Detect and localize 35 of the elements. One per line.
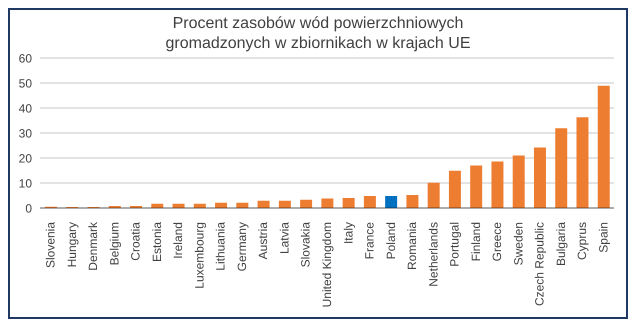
y-tick-label: 20	[18, 151, 32, 166]
x-tick-label: Czech Republic	[532, 222, 547, 306]
x-tick-label: France	[362, 222, 377, 260]
x-tick-label: Luxembourg	[192, 222, 206, 289]
chart-title: Procent zasobów wód powierzchniowych gromadzonych w zbiornikach w krajach UE	[164, 14, 472, 54]
x-tick-label: Estonia	[150, 222, 164, 262]
x-tick-label: Portugal	[448, 222, 462, 267]
x-tick-label: Germany	[234, 222, 249, 272]
y-tick-label: 0	[25, 201, 32, 216]
x-tick-label: Lithuania	[214, 222, 228, 271]
x-tick-label: Hungary	[64, 222, 79, 268]
x-tick-label: Denmark	[86, 221, 100, 271]
x-tick-label: Belgium	[107, 222, 122, 266]
x-tick-label: Spain	[596, 222, 610, 253]
x-tick-label: Slovenia	[44, 222, 58, 268]
y-tick-label: 40	[18, 101, 32, 116]
x-tick-label: Poland	[384, 222, 398, 260]
x-tick-label: Greece	[490, 222, 504, 262]
x-tick-label: Sweden	[511, 222, 526, 266]
x-tick-label: Finland	[468, 222, 483, 262]
y-tick-label: 10	[18, 176, 32, 190]
x-tick-label: Romania	[405, 222, 420, 270]
y-tick-label: 60	[18, 51, 32, 66]
x-tick-label: Cyprus	[575, 222, 590, 260]
x-tick-label: Austria	[256, 222, 270, 260]
x-tick-label: United Kingdom	[320, 222, 334, 308]
x-tick-label: Ireland	[171, 222, 186, 259]
x-tick-label: Bulgaria	[554, 222, 568, 266]
x-tick-label: Netherlands	[426, 222, 440, 287]
x-tick-label: Slovakia	[298, 222, 313, 268]
y-tick-label: 30	[18, 126, 32, 140]
x-tick-label: Croatia	[128, 222, 143, 261]
x-tick-label: Latvia	[277, 222, 292, 254]
x-tick-label: Italy	[341, 222, 356, 244]
y-tick-label: 50	[18, 76, 32, 90]
